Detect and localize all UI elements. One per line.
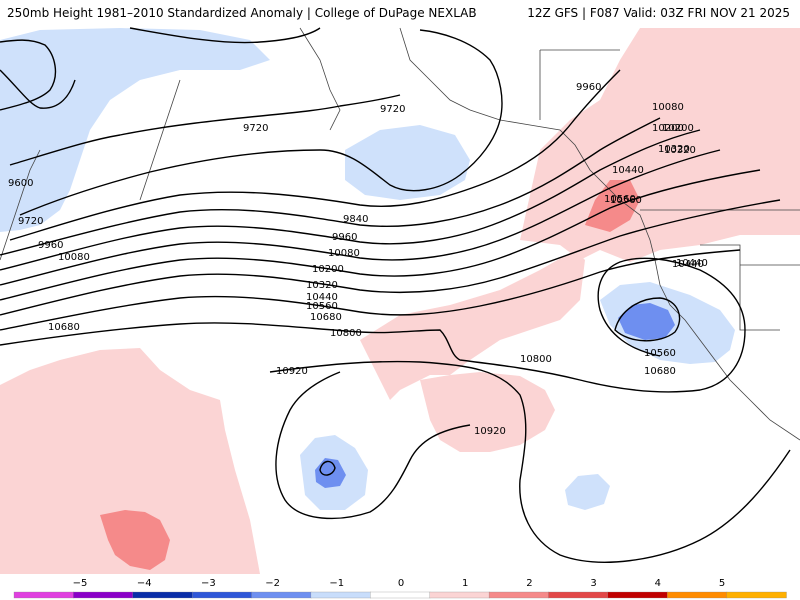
colorbar-segment [310, 591, 371, 599]
negative-anomaly-bering [345, 125, 470, 200]
colorbar-ticks: −5 −4 −3 −2 −1 0 1 2 3 4 5 [73, 578, 726, 589]
contour-label: 10320 [664, 145, 696, 156]
contour-label: 10320 [306, 280, 338, 291]
contour-label: 10440 [672, 259, 704, 270]
height-contours [0, 27, 791, 563]
contour-label: 9960 [38, 240, 63, 251]
colorbar-segment [132, 591, 193, 599]
negative-anomaly-nw [0, 28, 270, 232]
colorbar-tick-label: 5 [719, 578, 725, 589]
colorbar-tick-label: −1 [329, 578, 344, 589]
contour-label: 10560 [306, 301, 338, 312]
contour-label: 10440 [306, 292, 338, 303]
colorbar-tick-label: −5 [73, 578, 88, 589]
contour-label: 9720 [18, 216, 43, 227]
contour-label: 10680 [644, 366, 676, 377]
contour-label: 10080 [328, 248, 360, 259]
contour-label: 9960 [332, 232, 357, 243]
contour-label: 9720 [380, 104, 405, 115]
positive-anomaly-southwest [0, 348, 260, 574]
contour-label: 9960 [576, 82, 601, 93]
contour-label: 10200 [652, 123, 684, 134]
colorbar-segment [488, 591, 550, 599]
contour-label: 10080 [58, 252, 90, 263]
contour-label: 10920 [276, 366, 308, 377]
colorbar-segment [667, 591, 728, 599]
colorbar-segment [370, 591, 431, 599]
contour-label: 9600 [8, 178, 33, 189]
colorbar-segment [13, 591, 75, 599]
positive-anomaly-subtropical [420, 372, 555, 452]
contour-label: 9720 [243, 123, 268, 134]
colorbar-segment [192, 591, 253, 599]
colorbar-segment [251, 591, 312, 599]
colorbar-segment [726, 591, 787, 599]
contour-label: 10320 [658, 144, 690, 155]
contour-label: 10560 [644, 348, 676, 359]
colorbar-tick-label: −4 [137, 578, 152, 589]
negative-anomaly-mexico [565, 474, 610, 510]
model-run-info: 12Z GFS | F087 Valid: 03Z FRI NOV 21 202… [527, 6, 790, 20]
colorbar-tick-label: 4 [655, 578, 661, 589]
contour-label: 9840 [343, 214, 368, 225]
contour-label: 10440 [676, 258, 708, 269]
contour-label: 10800 [330, 328, 362, 339]
positive-anomaly-southwest-core [100, 510, 170, 570]
contour-label: 10560 [604, 194, 636, 205]
coastlines [0, 27, 800, 441]
contour-label: 10200 [662, 123, 694, 134]
colorbar-tick-label: 3 [590, 578, 596, 589]
colorbar-segments [13, 591, 787, 599]
colorbar-tick-label: −2 [265, 578, 280, 589]
contour-label: 10080 [652, 102, 684, 113]
positive-anomaly-bc-core [585, 180, 640, 232]
contour-label: 10920 [474, 426, 506, 437]
contour-label: 10440 [612, 165, 644, 176]
colorbar-tick-label: −3 [201, 578, 216, 589]
negative-anomaly-subtropical-core [315, 458, 346, 488]
map-title: 250mb Height 1981–2010 Standardized Anom… [7, 6, 477, 20]
colorbar-segment [73, 591, 134, 599]
colorbar-tick-label: 2 [526, 578, 532, 589]
colorbar-segment [548, 591, 609, 599]
contour-label: 10200 [312, 264, 344, 275]
contour-label: 10680 [310, 312, 342, 323]
colorbar-tick-label: 1 [462, 578, 468, 589]
negative-anomaly-california-core [618, 303, 675, 340]
contour-labels: 9600 9720 9720 9720 9840 9960 9960 10080… [8, 82, 708, 437]
contour-label: 10560 [610, 195, 642, 206]
anomaly-map: 9600 9720 9720 9720 9840 9960 9960 10080… [0, 27, 800, 574]
colorbar-tick-label: 0 [398, 578, 404, 589]
contour-label: 10800 [520, 354, 552, 365]
positive-anomaly-canada [520, 28, 800, 262]
colorbar-segment [607, 591, 668, 599]
header-bar: 250mb Height 1981–2010 Standardized Anom… [0, 0, 800, 26]
anomaly-colorbar: −5 −4 −3 −2 −1 0 1 2 3 4 5 [0, 574, 800, 600]
contour-label: 10680 [48, 322, 80, 333]
colorbar-segment [429, 591, 490, 599]
